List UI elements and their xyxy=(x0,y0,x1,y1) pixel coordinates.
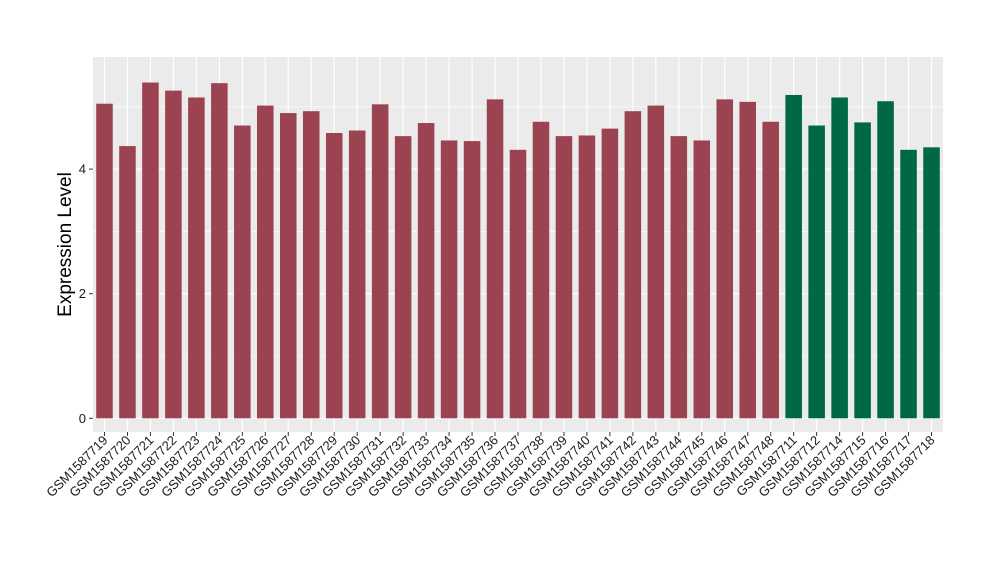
bar-GSM1587737 xyxy=(509,149,527,419)
bar-GSM1587715 xyxy=(854,122,871,419)
bar-GSM1587738 xyxy=(532,121,550,419)
y-tick-label: 4 xyxy=(79,162,86,177)
bar-GSM1587743 xyxy=(647,105,665,419)
bar-GSM1587733 xyxy=(417,123,435,419)
bar-GSM1587739 xyxy=(555,136,573,419)
bar-GSM1587744 xyxy=(670,136,688,419)
bar-GSM1587718 xyxy=(923,147,940,419)
bar-GSM1587731 xyxy=(371,104,389,419)
bar-GSM1587727 xyxy=(280,113,297,419)
bar-GSM1587736 xyxy=(486,99,504,419)
bar-GSM1587735 xyxy=(463,141,481,419)
bar-GSM1587726 xyxy=(257,105,274,419)
y-axis-title: Expression Level xyxy=(55,172,76,317)
x-axis: GSM1587719GSM1587720GSM1587721GSM1587722… xyxy=(43,432,938,500)
bar-GSM1587723 xyxy=(188,97,205,419)
bar-GSM1587728 xyxy=(302,111,320,419)
y-tick-label: 0 xyxy=(79,411,86,426)
bar-GSM1587747 xyxy=(739,101,756,419)
bar-GSM1587720 xyxy=(119,146,136,419)
bars xyxy=(96,82,940,419)
bar-GSM1587732 xyxy=(394,136,412,419)
y-tick-label: 2 xyxy=(79,286,86,301)
bar-GSM1587721 xyxy=(142,82,159,419)
bar-GSM1587724 xyxy=(211,83,228,419)
bar-GSM1587734 xyxy=(440,140,458,419)
bar-GSM1587748 xyxy=(762,121,779,419)
y-axis: 0 2 4 xyxy=(79,162,93,426)
bar-GSM1587716 xyxy=(877,101,894,419)
bar-GSM1587746 xyxy=(716,99,734,419)
bar-GSM1587742 xyxy=(624,111,642,419)
bar-GSM1587740 xyxy=(578,135,596,419)
bar-GSM1587725 xyxy=(234,125,251,419)
bar-GSM1587719 xyxy=(96,103,113,419)
bar-GSM1587722 xyxy=(165,90,182,419)
bar-GSM1587729 xyxy=(325,132,343,419)
bar-GSM1587741 xyxy=(601,128,619,419)
bar-GSM1587717 xyxy=(900,149,917,419)
bar-GSM1587745 xyxy=(693,140,711,419)
bar-GSM1587711 xyxy=(785,94,802,419)
bar-GSM1587712 xyxy=(808,125,825,419)
bar-GSM1587714 xyxy=(831,97,848,419)
bar-GSM1587730 xyxy=(348,130,366,419)
